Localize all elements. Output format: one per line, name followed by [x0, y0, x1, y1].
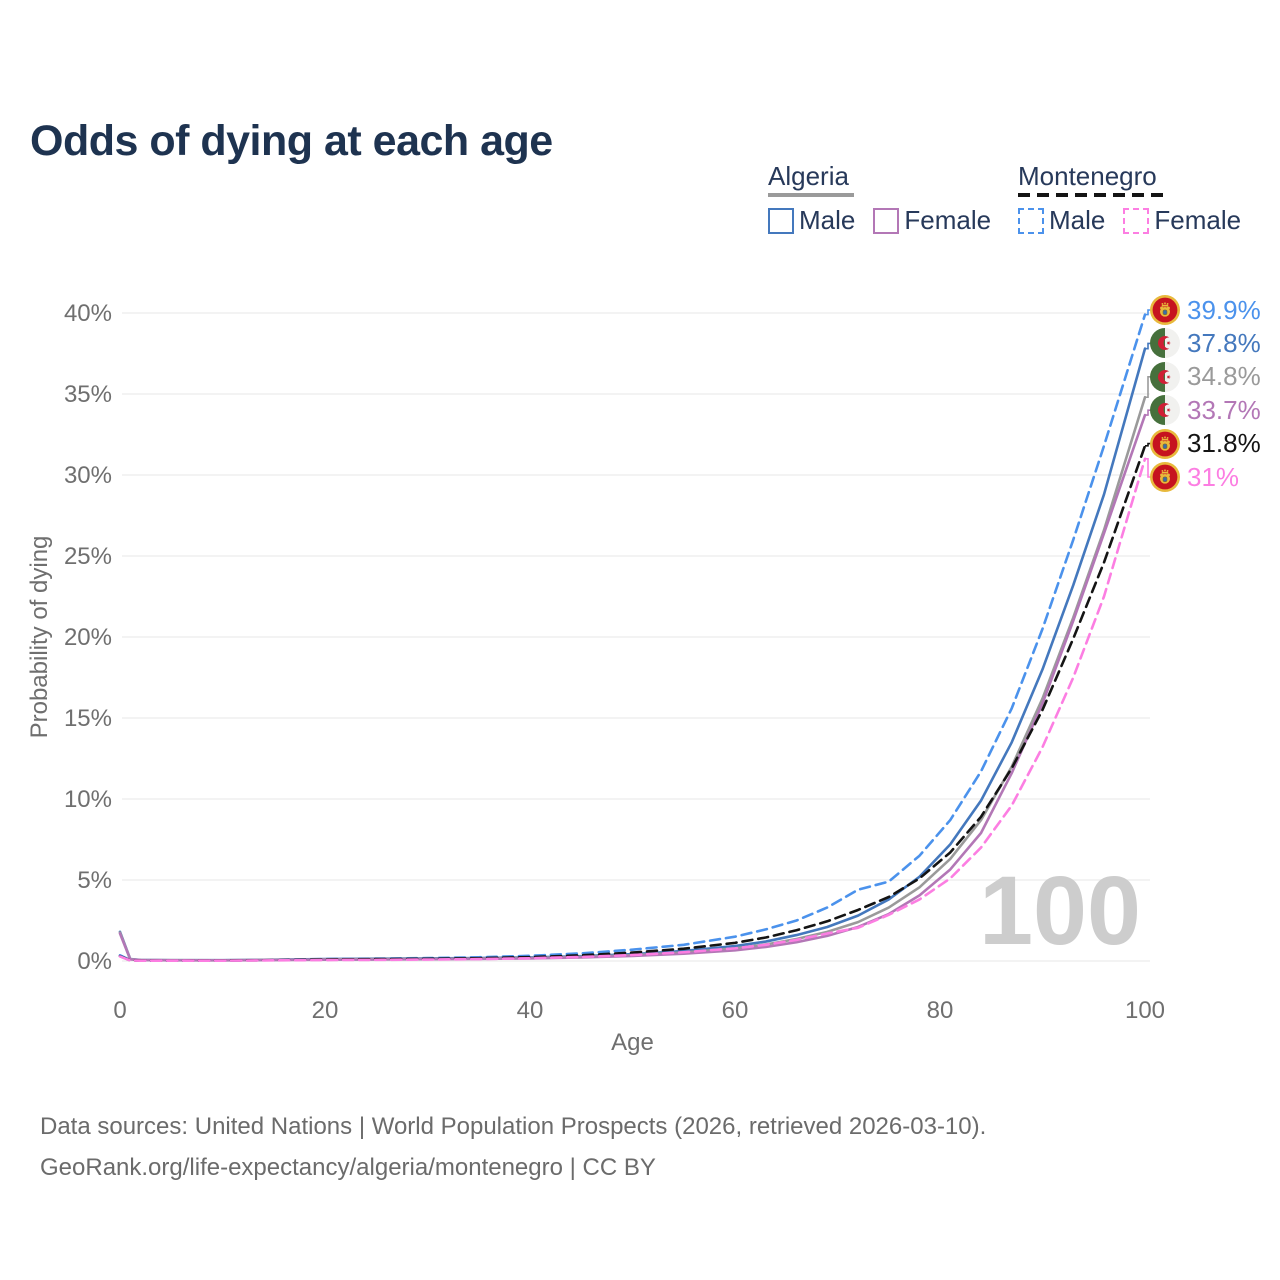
series-line-montenegro-female [118, 457, 1147, 962]
legend-item-montenegro-female[interactable]: Female [1123, 205, 1241, 236]
y-axis-title: Probability of dying [26, 536, 53, 739]
end-label-algeria-female: 33.7% [1150, 394, 1261, 426]
footer: Data sources: United Nations | World Pop… [40, 1106, 986, 1188]
y-tick-label: 35% [64, 381, 112, 408]
legend-item-label: Male [1049, 205, 1106, 235]
algeria-flag-icon [1150, 395, 1180, 426]
y-tick-label: 5% [77, 867, 112, 894]
end-label-value: 37.8% [1187, 327, 1261, 358]
page-title: Odds of dying at each age [30, 116, 553, 165]
legend-item-label: Male [799, 205, 856, 235]
montenegro-male-swatch [1018, 207, 1044, 234]
y-tick-label: 25% [64, 543, 112, 570]
legend-header-algeria: Algeria [768, 161, 849, 191]
algeria-flag-icon [1150, 361, 1180, 392]
x-axis-title: Age [611, 1029, 654, 1056]
age-watermark: 100 [979, 856, 1141, 965]
label-connector [1145, 409, 1152, 416]
legend-item-label: Female [904, 205, 992, 235]
end-label-algeria-male: 37.8% [1150, 327, 1261, 359]
algeria-flag-icon [1150, 328, 1180, 359]
montenegro-flag-icon [1150, 462, 1180, 492]
end-label-montenegro-male: 39.9% [1150, 295, 1261, 325]
end-label-montenegro-both-sexes: 31.8% [1150, 428, 1261, 459]
montenegro-line-swatch [1018, 193, 1166, 197]
x-tick-label: 60 [722, 997, 749, 1024]
x-tick-label: 80 [927, 997, 954, 1024]
y-tick-label: 0% [77, 948, 112, 975]
legend-item-algeria-female[interactable]: Female [873, 205, 991, 236]
end-label-value: 31.8% [1187, 428, 1261, 459]
x-tick-label: 20 [312, 997, 339, 1024]
legend-item-label: Female [1154, 205, 1242, 235]
legend-header-montenegro: Montenegro [1018, 161, 1157, 191]
legend-item-montenegro-male[interactable]: Male [1018, 205, 1105, 236]
y-tick-label: 20% [64, 624, 112, 651]
label-connector [1145, 342, 1152, 350]
algeria-female-swatch [873, 207, 900, 234]
x-tick-label: 100 [1125, 997, 1165, 1024]
attribution-note: GeoRank.org/life-expectancy/algeria/mont… [40, 1154, 656, 1181]
end-label-value: 34.8% [1187, 361, 1261, 392]
x-tick-label: 40 [517, 997, 544, 1024]
montenegro-female-swatch [1123, 207, 1150, 234]
montenegro-flag-icon [1150, 428, 1180, 459]
end-label-montenegro-female: 31% [1150, 462, 1239, 492]
legend-group-montenegro: Montenegro Male Female [1018, 162, 1241, 236]
y-tick-label: 30% [64, 462, 112, 489]
y-tick-label: 40% [64, 300, 112, 327]
data-source-note: Data sources: United Nations | World Pop… [40, 1113, 987, 1140]
y-tick-label: 15% [64, 705, 112, 732]
x-tick-label: 0 [113, 997, 126, 1024]
end-label-value: 33.7% [1187, 394, 1261, 425]
algeria-male-swatch [768, 207, 794, 234]
end-label-algeria-both-sexes: 34.8% [1150, 361, 1261, 392]
end-label-value: 39.9% [1187, 294, 1261, 325]
end-label-value: 31% [1187, 461, 1240, 492]
label-connector [1145, 442, 1152, 447]
legend-item-algeria-male[interactable]: Male [768, 205, 855, 236]
montenegro-flag-icon [1150, 295, 1180, 325]
y-tick-label: 10% [64, 786, 112, 813]
legend-group-algeria: Algeria Male Female [768, 162, 991, 236]
algeria-line-swatch [768, 193, 854, 197]
